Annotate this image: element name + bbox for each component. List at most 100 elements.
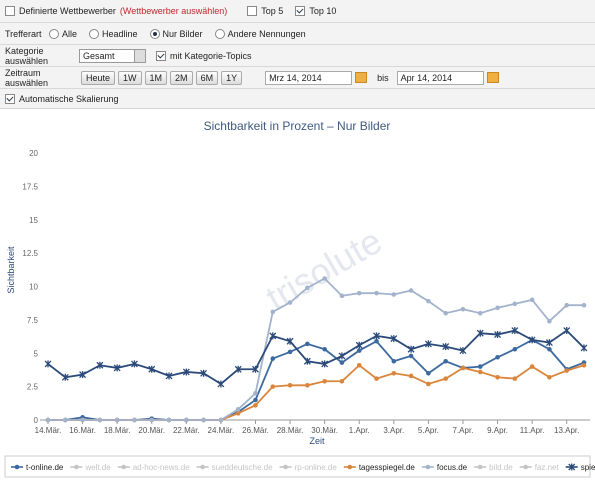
marker: [96, 361, 104, 369]
link[interactable]: (Wettbewerber auswählen): [119, 6, 228, 16]
series-line: [48, 364, 585, 421]
radio-option[interactable]: Alle: [49, 28, 78, 39]
marker: [44, 360, 52, 368]
marker: [374, 338, 379, 344]
date-from[interactable]: Mrz 14, 2014: [265, 70, 353, 85]
legend-label: focus.de: [437, 463, 468, 472]
marker: [408, 353, 414, 359]
radio[interactable]: [49, 28, 59, 39]
marker: [166, 417, 172, 423]
competitors[interactable]: Definierte Wettbewerber (Wettbewerber aus…: [5, 6, 227, 16]
marker: [391, 370, 397, 376]
x-tick-label: 18.Mär.: [104, 426, 131, 435]
radio-option[interactable]: Headline: [89, 28, 138, 39]
autoscale[interactable]: Automatische Skalierung: [5, 93, 119, 104]
top5[interactable]: Top 5: [247, 6, 283, 16]
marker: [321, 360, 329, 368]
checkbox[interactable]: [247, 6, 258, 16]
marker: [97, 417, 103, 423]
watermark: trisolute: [259, 220, 389, 319]
marker: [286, 337, 294, 345]
calendar-icon[interactable]: [355, 72, 368, 83]
marker: [545, 339, 553, 347]
topics[interactable]: mit Kategorie-Topics: [156, 50, 252, 61]
marker: [374, 290, 379, 296]
y-tick-label: 12.5: [22, 249, 38, 258]
marker: [356, 290, 362, 296]
marker: [322, 346, 327, 352]
period-button[interactable]: Heute: [81, 70, 116, 85]
marker: [391, 292, 397, 297]
marker: [568, 463, 576, 471]
date-to[interactable]: Apr 14, 2014: [396, 70, 484, 85]
marker: [390, 335, 398, 343]
legend-item: focus.de: [421, 463, 468, 472]
marker: [512, 301, 518, 307]
label: Andere Nennungen: [227, 28, 306, 39]
marker: [114, 417, 120, 423]
period-button[interactable]: 2M: [170, 70, 193, 85]
marker: [528, 336, 536, 344]
x-tick-label: 16.Mär.: [69, 426, 96, 435]
marker: [252, 365, 259, 373]
filter-row: Zeitraum auswählen Heute 1W 1M 2M 6M 1Y Mrz 1…: [0, 67, 595, 89]
series-line: [48, 277, 584, 421]
period-button[interactable]: 6M: [195, 70, 219, 85]
label: Definierte Wettbewerber: [19, 6, 116, 16]
marker: [581, 302, 587, 308]
radio[interactable]: [149, 28, 160, 39]
radio-option[interactable]: Nur Bilder: [149, 28, 203, 39]
checkbox[interactable]: [5, 6, 15, 16]
marker: [476, 329, 484, 337]
category-select[interactable]: Gesamt: [79, 48, 146, 63]
radio[interactable]: [89, 28, 100, 39]
legend-item: ad-hoc-news.de: [117, 463, 190, 472]
legend-item: tagesspiegel.de: [343, 463, 415, 472]
marker: [495, 354, 500, 360]
marker: [547, 374, 552, 380]
radio-group: Alle Headline Nur Bilder Andere Nennungen: [49, 28, 318, 39]
legend-item: faz.net: [519, 463, 559, 472]
filter-row: Kategorie auswählen Gesamt mit Kategorie…: [0, 45, 595, 67]
period-button[interactable]: 1W: [118, 70, 142, 85]
y-tick-label: 17.5: [22, 182, 38, 191]
label: Alle: [62, 28, 78, 39]
period-button[interactable]: 1M: [144, 70, 168, 85]
marker: [443, 310, 448, 316]
marker: [113, 364, 121, 372]
marker: [408, 288, 414, 293]
marker: [495, 305, 500, 311]
checkbox[interactable]: [156, 50, 166, 61]
marker: [374, 376, 379, 381]
marker: [356, 348, 362, 353]
legend-label: sueddeutsche.de: [212, 463, 273, 472]
radio-option[interactable]: Andere Nennungen: [214, 28, 306, 39]
marker: [253, 403, 258, 408]
marker: [512, 376, 518, 381]
top10[interactable]: Top 10: [295, 6, 336, 16]
marker: [287, 349, 293, 355]
legend-item: rp-online.de: [279, 463, 337, 472]
marker: [459, 347, 467, 355]
marker: [270, 356, 276, 361]
y-tick-label: 20: [29, 149, 38, 158]
y-tick-label: 15: [29, 216, 38, 225]
marker: [121, 464, 127, 470]
x-tick-label: 20.Mär.: [138, 426, 165, 435]
marker: [269, 332, 277, 340]
radio[interactable]: [214, 28, 225, 39]
legend-box: [4, 455, 591, 478]
marker: [322, 276, 327, 281]
button-group: Heute 1W 1M 2M 6M 1Y: [81, 70, 245, 85]
marker: [14, 464, 20, 470]
legend-label: t-online.de: [26, 463, 64, 472]
checkbox[interactable]: [295, 6, 306, 16]
label: Kategorie auswählen: [5, 45, 49, 66]
checkbox[interactable]: [5, 93, 15, 104]
marker: [477, 364, 483, 369]
calendar-icon[interactable]: [486, 72, 499, 83]
marker: [442, 343, 450, 351]
period-button[interactable]: 1Y: [221, 70, 243, 85]
marker: [339, 360, 345, 365]
series: [45, 362, 587, 423]
